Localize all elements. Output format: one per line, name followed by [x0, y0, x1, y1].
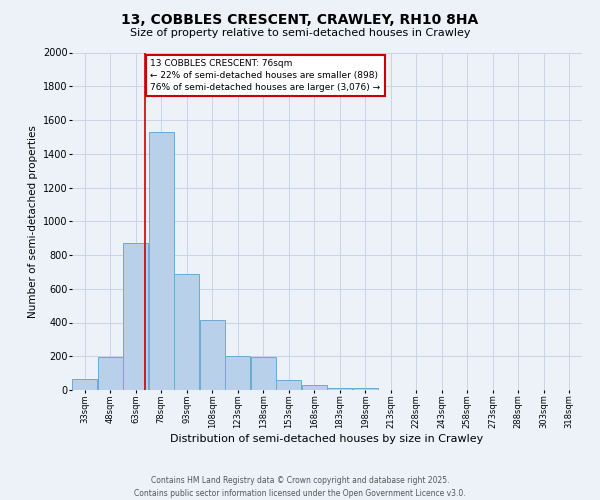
Text: 13 COBBLES CRESCENT: 76sqm
← 22% of semi-detached houses are smaller (898)
76% o: 13 COBBLES CRESCENT: 76sqm ← 22% of semi…: [150, 59, 380, 92]
Bar: [277, 380, 301, 390]
Text: Contains HM Land Registry data © Crown copyright and database right 2025.
Contai: Contains HM Land Registry data © Crown c…: [134, 476, 466, 498]
X-axis label: Distribution of semi-detached houses by size in Crawley: Distribution of semi-detached houses by …: [170, 434, 484, 444]
Bar: [226, 356, 250, 390]
Bar: [200, 320, 224, 390]
Bar: [251, 357, 275, 390]
Bar: [353, 388, 377, 390]
Bar: [328, 388, 352, 390]
Text: 13, COBBLES CRESCENT, CRAWLEY, RH10 8HA: 13, COBBLES CRESCENT, CRAWLEY, RH10 8HA: [121, 12, 479, 26]
Bar: [98, 357, 122, 390]
Bar: [124, 243, 148, 390]
Bar: [149, 132, 173, 390]
Y-axis label: Number of semi-detached properties: Number of semi-detached properties: [28, 125, 38, 318]
Text: Size of property relative to semi-detached houses in Crawley: Size of property relative to semi-detach…: [130, 28, 470, 38]
Bar: [73, 379, 97, 390]
Bar: [302, 385, 326, 390]
Bar: [175, 274, 199, 390]
